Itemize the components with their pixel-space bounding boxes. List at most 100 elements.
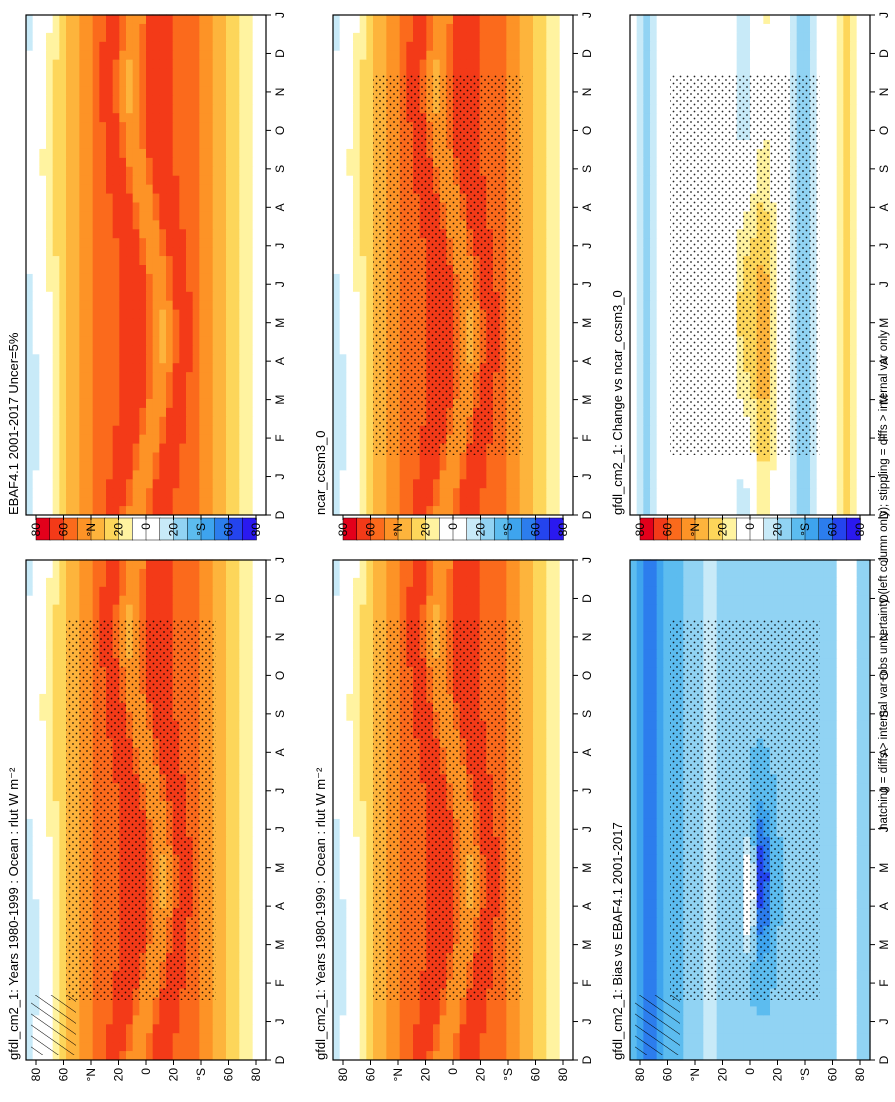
heatmap-cell <box>533 1041 541 1052</box>
heatmap-cell <box>333 1014 341 1025</box>
heatmap-cell <box>359 595 367 605</box>
heatmap-cell <box>333 961 341 971</box>
heatmap-cell <box>756 1041 764 1052</box>
heatmap-cell <box>366 907 374 918</box>
heatmap-cell <box>333 568 341 578</box>
heatmap-cell <box>99 559 107 569</box>
heatmap-cell <box>259 854 267 864</box>
heatmap-cell <box>643 952 651 962</box>
heatmap-cell <box>66 559 74 569</box>
heatmap-cell <box>72 577 80 587</box>
heatmap-cell <box>366 818 374 828</box>
heatmap-cell <box>219 782 227 793</box>
heatmap-cell <box>246 907 254 918</box>
heatmap-cell <box>690 1041 698 1052</box>
heatmap-cell <box>559 755 567 766</box>
heatmap-cell <box>366 791 374 802</box>
heatmap-cell <box>246 880 254 891</box>
heatmap-cell <box>219 586 227 596</box>
heatmap-cell <box>473 1032 481 1043</box>
heatmap-cell <box>783 1050 791 1060</box>
heatmap-cell <box>823 907 831 918</box>
heatmap-cell <box>636 871 644 882</box>
heatmap-cell <box>26 720 34 730</box>
heatmap-cell <box>526 559 534 569</box>
heatmap-cell <box>252 755 260 766</box>
heatmap-cell <box>823 970 831 980</box>
heatmap-cell <box>212 568 220 578</box>
heatmap-cell <box>850 1032 858 1043</box>
heatmap-cell <box>406 568 414 578</box>
heatmap-cell <box>533 845 541 855</box>
heatmap-cell <box>152 1050 160 1060</box>
heatmap-cell <box>26 711 34 721</box>
heatmap-cell <box>246 684 254 694</box>
heatmap-cell <box>52 818 60 828</box>
heatmap-cell <box>32 755 40 766</box>
heatmap-cell <box>333 970 341 980</box>
heatmap-cell <box>426 1050 434 1060</box>
heatmap-cell <box>192 1014 200 1025</box>
heatmap-cell <box>106 577 114 587</box>
heatmap-cell <box>232 657 240 668</box>
heatmap-cell <box>239 657 247 668</box>
heatmap-cell <box>46 711 54 721</box>
heatmap-cell <box>559 630 567 641</box>
heatmap-cell <box>823 934 831 944</box>
heatmap-cell <box>333 854 341 864</box>
heatmap-cell <box>252 925 260 935</box>
heatmap-cell <box>346 1005 354 1016</box>
heatmap-cell <box>790 1005 798 1016</box>
heatmap-cell <box>239 577 247 587</box>
heatmap-cell <box>333 675 341 685</box>
heatmap-cell <box>339 639 347 650</box>
heatmap-cell <box>333 987 341 998</box>
heatmap-cell <box>112 568 120 578</box>
heatmap-cell <box>406 1014 414 1025</box>
heatmap-cell <box>533 693 541 703</box>
heatmap-cell <box>26 737 34 748</box>
heatmap-cell <box>333 737 341 748</box>
heatmap-cell <box>339 586 347 596</box>
heatmap-cell <box>179 586 187 596</box>
heatmap-cell <box>399 568 407 578</box>
heatmap-cell <box>663 871 671 882</box>
heatmap-cell <box>132 559 140 569</box>
heatmap-cell <box>212 559 220 569</box>
heatmap-cell <box>723 1050 731 1060</box>
heatmap-cell <box>226 809 234 819</box>
heatmap-cell <box>499 577 507 587</box>
heatmap-cell <box>333 746 341 757</box>
heatmap-cell <box>239 934 247 944</box>
heatmap-cell <box>546 1032 554 1043</box>
heatmap-cell <box>533 952 541 962</box>
heatmap-cell <box>333 684 341 694</box>
heatmap-cell <box>710 1041 718 1052</box>
heatmap-cell <box>630 970 638 980</box>
heatmap-cell <box>219 773 227 784</box>
heatmap-cell <box>86 577 94 587</box>
heatmap-cell <box>690 1023 698 1034</box>
heatmap-cell <box>836 1023 844 1034</box>
heatmap-cell <box>239 970 247 980</box>
heatmap-cell <box>32 764 40 775</box>
heatmap-cell <box>26 693 34 703</box>
heatmap-cell <box>830 934 838 944</box>
heatmap-cell <box>850 987 858 998</box>
heatmap-cell <box>446 1005 454 1016</box>
heatmap-cell <box>776 1041 784 1052</box>
heatmap-cell <box>239 1014 247 1025</box>
heatmap-cell <box>366 1032 374 1043</box>
heatmap-cell <box>32 604 40 614</box>
heatmap-cell <box>393 1041 401 1052</box>
heatmap-cell <box>339 836 347 846</box>
heatmap-cell <box>539 943 547 953</box>
heatmap-cell <box>26 559 34 569</box>
heatmap-cell <box>353 791 361 802</box>
heatmap-cell <box>466 1014 474 1025</box>
heatmap-cell <box>559 907 567 918</box>
heatmap-cell <box>446 559 454 569</box>
heatmap-cell <box>539 711 547 721</box>
heatmap-cell <box>559 925 567 935</box>
heatmap-cell <box>59 737 67 748</box>
